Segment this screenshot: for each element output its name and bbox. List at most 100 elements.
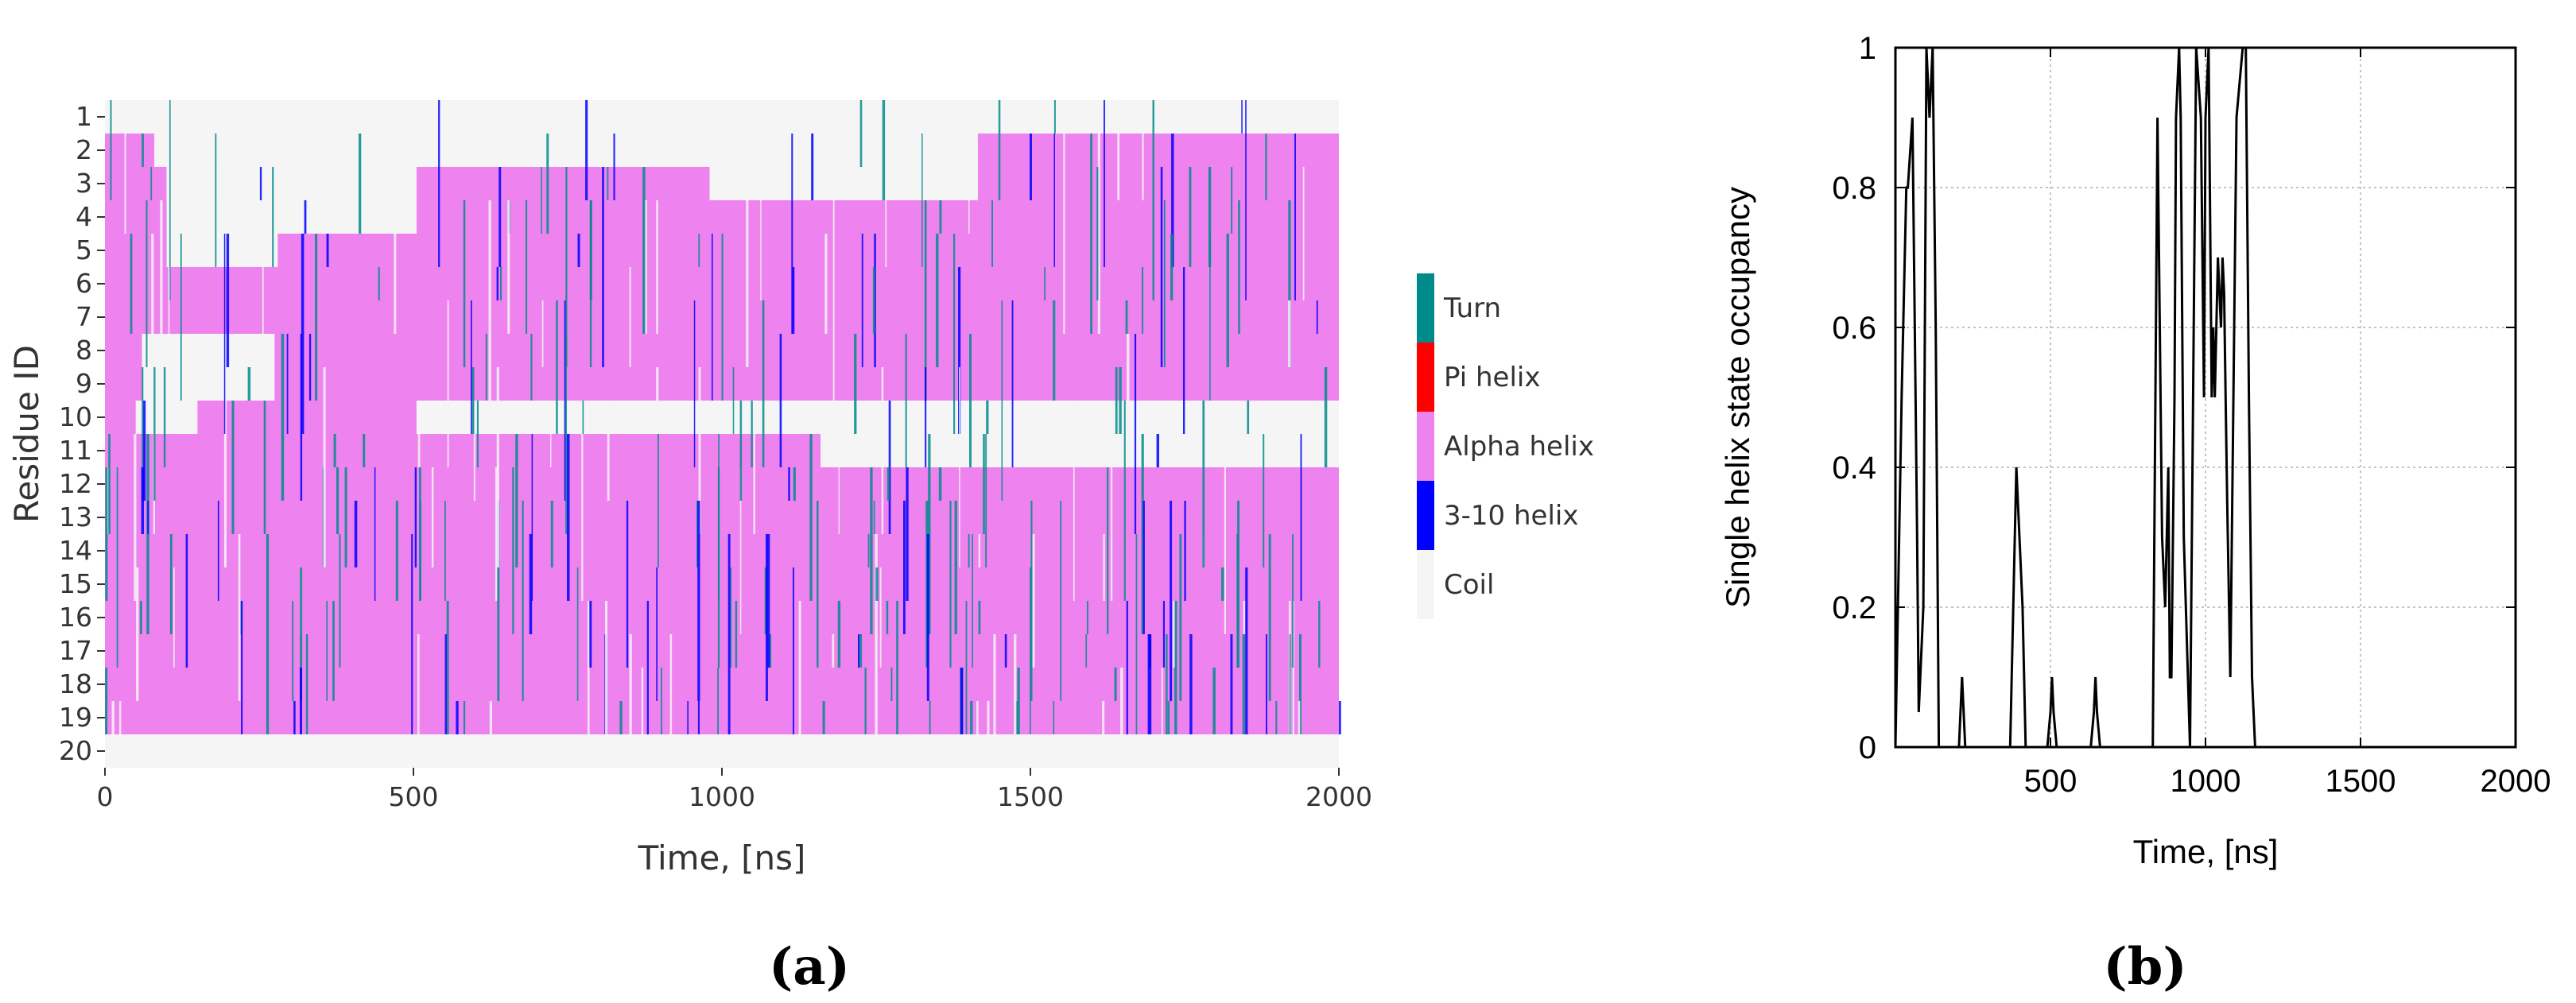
heatmap-streak — [272, 167, 274, 267]
heatmap-streak — [374, 467, 376, 601]
heatmap-streak — [110, 100, 112, 200]
heatmap-streak — [822, 701, 825, 734]
occupancy-y-ticks: 0 0.2 0.4 0.6 0.8 1 — [1832, 31, 2516, 765]
heatmap-streak — [1014, 634, 1017, 734]
heatmap-streak — [1202, 401, 1205, 567]
heatmap-y-tick-label: 1 — [76, 101, 92, 132]
heatmap-streak — [414, 467, 417, 567]
heatmap-streak — [1117, 100, 1120, 200]
heatmap-streak — [530, 334, 533, 401]
heatmap-streak — [629, 267, 631, 367]
heatmap-streak — [488, 200, 491, 401]
heatmap-streak — [471, 367, 475, 434]
heatmap-streak — [495, 467, 498, 601]
heatmap-streak — [1141, 434, 1144, 634]
heatmap-streak — [885, 167, 887, 267]
heatmap-streak — [1161, 668, 1163, 734]
heatmap-streak — [626, 501, 629, 668]
heatmap-streak — [687, 701, 689, 734]
heatmap-streak — [1265, 134, 1267, 200]
heatmap-streak — [697, 701, 700, 734]
heatmap-streak — [1238, 200, 1240, 334]
heatmap-streak — [136, 567, 139, 701]
heatmap-streak — [861, 234, 863, 367]
heatmap-segment-26 — [105, 467, 1339, 734]
occupancy-x-tick-label: 500 — [2024, 764, 2077, 799]
heatmap-streak — [589, 601, 592, 668]
heatmap-streak — [760, 167, 762, 300]
heatmap-x-tick-label: 0 — [97, 781, 114, 812]
heatmap-streak — [292, 601, 294, 701]
heatmap-y-tick-label: 14 — [59, 535, 92, 566]
heatmap-streak — [119, 701, 122, 734]
heatmap-streak — [1226, 234, 1229, 367]
heatmap-streak — [300, 567, 303, 701]
heatmap-streak — [717, 467, 720, 668]
heatmap-streak — [464, 701, 466, 734]
heatmap-segment-8 — [814, 167, 978, 200]
heatmap-streak — [656, 567, 658, 701]
heatmap-streak — [1317, 401, 1321, 467]
heatmap-segment-14 — [166, 234, 278, 267]
heatmap-streak — [173, 567, 175, 668]
heatmap-streak — [1302, 167, 1305, 300]
heatmap-streak — [1171, 134, 1174, 267]
state-legend: Turn Pi helix Alpha helix 3-10 helix Coil — [1417, 273, 1594, 619]
heatmap-streak — [873, 501, 875, 534]
helix-occupancy-chart: 0 0.2 0.4 0.6 0.8 1 500 1000 1500 2000 Time, [ns… — [1719, 31, 2551, 997]
heatmap-streak — [1288, 300, 1291, 367]
heatmap-streak — [607, 167, 609, 200]
heatmap-y-tick-label: 9 — [76, 368, 92, 399]
heatmap-segment-7 — [709, 167, 815, 200]
heatmap-streak — [143, 401, 146, 501]
heatmap-streak — [1147, 634, 1150, 734]
heatmap-streak — [1126, 601, 1128, 734]
heatmap-streak — [767, 534, 770, 668]
heatmap-segment-1 — [105, 134, 155, 167]
legend-swatch-coil — [1417, 550, 1434, 619]
heatmap-x-tick-label: 500 — [389, 781, 439, 812]
heatmap-streak — [151, 234, 154, 367]
heatmap-streak — [1221, 567, 1224, 601]
heatmap-streak — [978, 601, 981, 634]
heatmap-streak — [315, 134, 318, 200]
heatmap-streak — [354, 501, 358, 567]
heatmap-streak — [619, 701, 623, 734]
heatmap-streak — [739, 401, 743, 501]
heatmap-streak — [419, 501, 421, 601]
heatmap-segment-6 — [416, 167, 710, 200]
heatmap-streak — [1289, 634, 1291, 734]
heatmap-streak — [1174, 601, 1177, 734]
heatmap-streak — [1298, 701, 1301, 734]
heatmap-segment-22 — [197, 401, 417, 434]
heatmap-streak — [223, 234, 226, 434]
heatmap-streak — [817, 501, 819, 668]
heatmap-segment-19 — [274, 334, 1339, 401]
heatmap-streak — [223, 367, 227, 567]
heatmap-streak — [888, 401, 891, 534]
heatmap-streak — [1017, 668, 1020, 734]
heatmap-streak — [1241, 100, 1243, 134]
heatmap-segment-21 — [135, 401, 198, 434]
heatmap-streak — [602, 167, 604, 367]
heatmap-streak — [882, 100, 886, 200]
heatmap-streak — [661, 668, 662, 734]
heatmap-streak — [965, 601, 968, 734]
heatmap-streak — [581, 434, 584, 601]
occupancy-x-tick-label: 1000 — [2171, 764, 2241, 799]
heatmap-segments — [105, 100, 1339, 768]
heatmap-streak — [875, 534, 878, 734]
legend-swatch-turn — [1417, 273, 1434, 343]
heatmap-streak — [656, 367, 659, 401]
heatmap-streak — [411, 534, 413, 734]
heatmap-streak — [1142, 267, 1143, 334]
heatmap-streak — [832, 634, 835, 668]
heatmap-segment-25 — [821, 434, 1339, 467]
heatmap-streak — [293, 701, 296, 734]
heatmap-streak — [788, 467, 790, 501]
heatmap-streak — [881, 367, 884, 534]
heatmap-streak — [163, 367, 166, 467]
heatmap-streak — [730, 567, 732, 668]
heatmap-streak — [215, 134, 217, 267]
heatmap-streak — [168, 267, 170, 401]
